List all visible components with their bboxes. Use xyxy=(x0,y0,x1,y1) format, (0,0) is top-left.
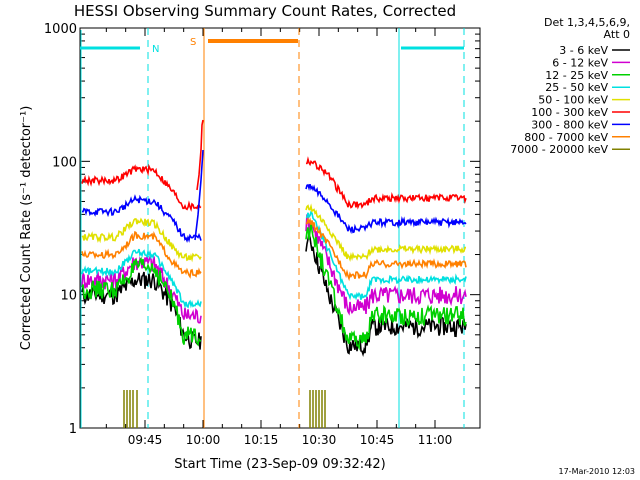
chart-title: HESSI Observing Summary Count Rates, Cor… xyxy=(74,2,456,20)
plot-area xyxy=(79,27,481,429)
series-line-4 xyxy=(81,203,466,263)
y-tick-label: 1000 xyxy=(44,22,77,37)
y-tick-label: 10 xyxy=(60,289,77,304)
series-line-7 xyxy=(81,216,467,282)
series-line-1 xyxy=(81,214,467,324)
saa-label: S xyxy=(190,37,196,48)
legend-header-2: Att 0 xyxy=(604,28,630,41)
legend-label: 12 - 25 keV xyxy=(545,69,608,82)
x-tick-label: 10:45 xyxy=(360,433,395,447)
series-lines xyxy=(81,119,467,428)
y-axis-ticks: 1 10 100 1000 xyxy=(44,22,480,437)
x-tick-label: 10:30 xyxy=(302,433,337,447)
y-tick-label: 1 xyxy=(69,422,77,437)
x-tick-label: 09:45 xyxy=(128,433,163,447)
legend-label: 100 - 300 keV xyxy=(531,106,608,119)
series-line-3 xyxy=(81,210,467,309)
series-line-6 xyxy=(81,183,467,243)
spike-red xyxy=(196,119,204,191)
attenuator-markers: NS xyxy=(80,28,465,428)
timestamp: 17-Mar-2010 12:03 xyxy=(559,467,636,476)
legend-label: 800 - 7000 keV xyxy=(524,131,608,144)
legend-label: 7000 - 20000 keV xyxy=(510,143,608,156)
y-axis-label: Corrected Count Rate (s⁻¹ detector⁻¹) xyxy=(19,106,34,351)
legend-label: 50 - 100 keV xyxy=(538,94,608,107)
legend-header-1: Det 1,3,4,5,6,9, xyxy=(544,16,630,29)
x-tick-label: 10:00 xyxy=(186,433,221,447)
y-tick-label: 100 xyxy=(52,155,77,170)
series-line-5 xyxy=(81,156,467,212)
x-tick-label: 10:15 xyxy=(244,433,279,447)
axis-frame xyxy=(79,27,481,429)
legend-label: 6 - 12 keV xyxy=(552,56,608,69)
x-tick-label: 11:00 xyxy=(418,433,453,447)
x-axis-ticks: 09:45 10:00 10:15 10:30 10:45 11:00 xyxy=(105,28,453,447)
x-axis-label: Start Time (23-Sep-09 09:32:42) xyxy=(174,457,385,472)
series-line-2 xyxy=(81,222,467,351)
night-label: N xyxy=(152,44,159,55)
legend-label: 300 - 800 keV xyxy=(531,118,608,131)
legend-label: 25 - 50 keV xyxy=(545,81,608,94)
legend-label: 3 - 6 keV xyxy=(559,44,608,57)
spike-blue xyxy=(194,149,204,241)
